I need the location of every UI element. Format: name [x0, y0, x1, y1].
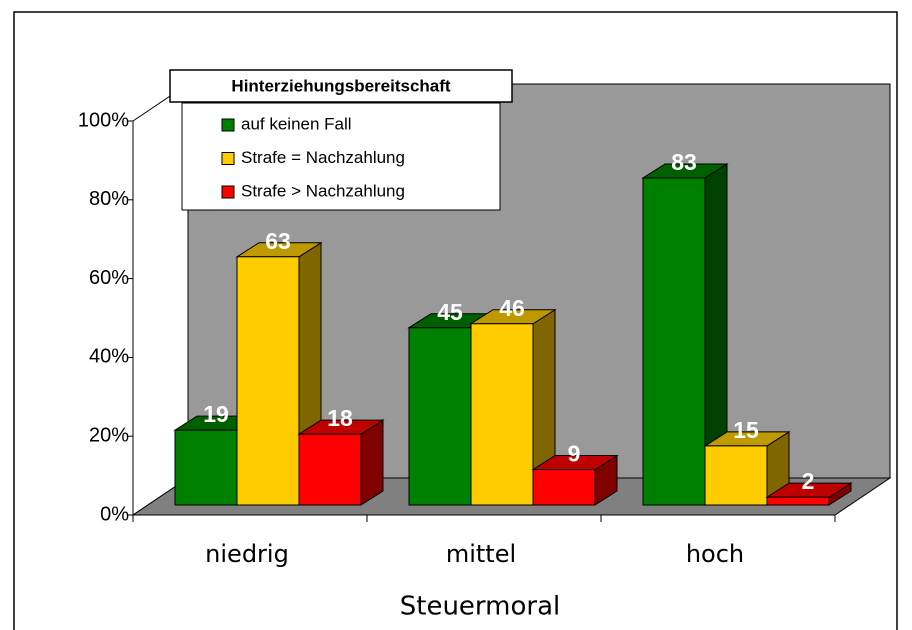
- value-label: 46: [499, 295, 525, 321]
- bar: [174, 429, 238, 506]
- legend-title: Hinterziehungsbereitschaft: [231, 76, 450, 95]
- bar: [298, 433, 362, 506]
- y-tick-label: 0%: [100, 503, 129, 525]
- legend-swatch: [221, 118, 235, 132]
- y-tick-label: 60%: [89, 267, 129, 289]
- plot-area: 0% 20% 40% 60% 80% 100% 19 63 18 niedrig 45 46 9 mitt…: [78, 69, 892, 568]
- value-label: 83: [671, 149, 697, 175]
- y-tick-label: 20%: [89, 424, 129, 446]
- value-label: 9: [568, 441, 581, 467]
- value-label: 15: [733, 417, 759, 443]
- bar: [470, 323, 534, 506]
- legend-label: Strafe > Nachzahlung: [241, 181, 405, 200]
- y-tick-label: 100%: [78, 109, 129, 131]
- y-tick-label: 80%: [89, 188, 129, 210]
- bar: [642, 177, 706, 506]
- bar-side: [360, 419, 384, 506]
- value-label: 19: [203, 401, 229, 427]
- bar: [236, 256, 300, 506]
- legend-swatch: [221, 152, 235, 165]
- value-label: 18: [327, 405, 353, 431]
- x-axis-title: Steuermoral: [400, 592, 560, 622]
- legend-label: Strafe = Nachzahlung: [241, 148, 405, 167]
- x-tick-label: niedrig: [205, 540, 289, 568]
- legend-title-box: [169, 69, 513, 103]
- bar: [532, 469, 596, 506]
- value-label: 2: [802, 468, 815, 494]
- x-tick-label: hoch: [686, 540, 744, 568]
- bar: [766, 496, 830, 506]
- x-tick-label: mittel: [446, 540, 516, 568]
- legend-swatch: [221, 185, 235, 199]
- value-label: 45: [437, 299, 463, 325]
- y-tick-label: 40%: [89, 346, 129, 368]
- value-label: 63: [265, 228, 291, 254]
- legend-box: [181, 102, 501, 211]
- bar: [408, 327, 472, 506]
- legend-label: auf keinen Fall: [241, 114, 352, 133]
- bar: [704, 445, 768, 506]
